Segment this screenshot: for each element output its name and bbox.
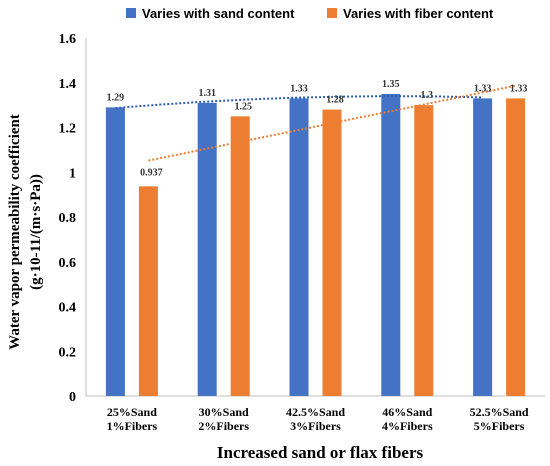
- y-ticks: 0 0.2 0.4 0.6 0.8 1 1.2 1.4 1.6: [59, 32, 77, 405]
- data-label-sand: 1.35: [382, 79, 400, 90]
- x-tick-label: 25%Sand: [107, 405, 157, 419]
- bar-sand: [473, 98, 493, 396]
- data-label-sand: 1.31: [198, 88, 216, 99]
- x-tick-label: 46%Sand: [382, 405, 432, 419]
- legend: Varies with sand content Varies with fib…: [126, 6, 494, 21]
- x-tick-label: 4%Fibers: [382, 419, 433, 433]
- y-tick-label: 0.6: [59, 256, 77, 271]
- trendline-sand: [115, 95, 483, 110]
- legend-label-fiber: Varies with fiber content: [343, 6, 494, 21]
- data-label-fiber: 1.25: [234, 101, 252, 112]
- x-tick-label: 52.5%Sand: [470, 405, 529, 419]
- y-tick-label: 0.2: [59, 345, 77, 360]
- trendlines: [115, 84, 516, 162]
- x-tick-label: 2%Fibers: [198, 419, 249, 433]
- bar-fiber: [138, 186, 158, 396]
- data-label-fiber: 1.33: [510, 83, 528, 94]
- bar-fiber: [230, 116, 250, 396]
- legend-label-sand: Varies with sand content: [142, 6, 295, 21]
- y-tick-label: 0: [69, 390, 76, 405]
- bars: [105, 93, 526, 397]
- y-tick-label: 0.4: [59, 301, 77, 316]
- x-tick-label: 3%Fibers: [290, 419, 341, 433]
- x-tick-label: 1%Fibers: [107, 419, 158, 433]
- data-label-fiber: 1.3: [421, 90, 434, 101]
- bar-fiber: [322, 109, 342, 396]
- data-label-fiber: 0.937: [140, 167, 163, 178]
- x-tick-label: 5%Fibers: [474, 419, 525, 433]
- data-label-sand: 1.33: [290, 83, 308, 94]
- y-tick-label: 0.8: [59, 211, 77, 226]
- bar-sand: [197, 102, 217, 396]
- bar-sand: [381, 93, 401, 396]
- y-axis-title: Water vapor permeability coefficient (g·…: [7, 114, 44, 350]
- bar-sand: [105, 107, 125, 397]
- data-label-fiber: 1.28: [326, 95, 344, 106]
- y-tick-label: 1: [69, 166, 76, 181]
- legend-swatch-fiber: [327, 8, 337, 18]
- bar-fiber: [414, 105, 434, 396]
- data-label-sand: 1.33: [474, 83, 492, 94]
- y-tick-label: 1.6: [59, 32, 77, 47]
- data-label-sand: 1.29: [107, 92, 125, 103]
- legend-swatch-sand: [126, 8, 136, 18]
- y-tick-label: 1.2: [59, 122, 77, 137]
- data-labels: 1.29 0.937 1.31 1.25 1.33 1.28 1.35 1.3 1.33 1.33: [107, 79, 528, 178]
- y-tick-label: 1.4: [59, 77, 77, 92]
- bar-sand: [289, 98, 309, 396]
- trendline-fiber: [148, 84, 516, 162]
- bar-fiber: [506, 98, 526, 396]
- x-axis-title: Increased sand or flax fibers: [217, 443, 424, 462]
- y-axis-title-line-2: (g·10-11/(m·s·Pa)): [28, 174, 44, 290]
- x-tick-label: 42.5%Sand: [286, 405, 345, 419]
- y-axis-title-line-1: Water vapor permeability coefficient: [7, 114, 23, 350]
- x-tick-label: 30%Sand: [199, 405, 249, 419]
